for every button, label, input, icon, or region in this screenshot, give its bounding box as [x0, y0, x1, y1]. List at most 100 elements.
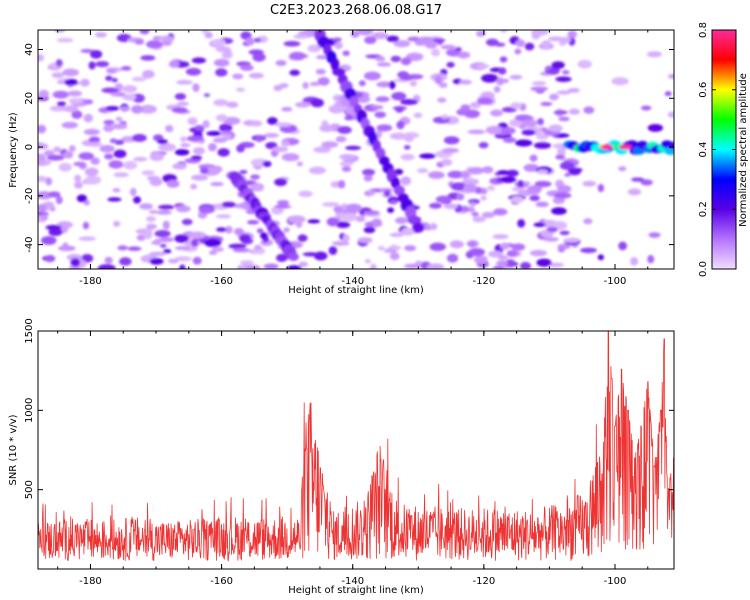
heatmap-cell [84, 167, 99, 177]
heatmap-cell [302, 82, 309, 90]
heatmap-cell [467, 241, 477, 248]
streak-cell [288, 252, 299, 261]
heatmap-cell [223, 116, 241, 125]
heatmap-cell [376, 62, 392, 67]
heatmap-cell [344, 115, 354, 121]
heatmap-cell [611, 77, 629, 86]
spectrogram-x-tick-label: -180 [79, 276, 102, 287]
snr-x-tick-label: -120 [473, 576, 496, 587]
streak-cell [393, 185, 405, 196]
heatmap-cell [217, 148, 230, 157]
heatmap-cell [363, 226, 376, 234]
heatmap-cell [424, 40, 438, 49]
heatmap-cell [357, 237, 373, 244]
heatmap-cell [531, 81, 547, 86]
streak-cell [412, 222, 425, 233]
heatmap-cell [487, 185, 496, 191]
heatmap-cell [437, 97, 447, 103]
heatmap-cell [172, 163, 187, 170]
heatmap-cell [499, 56, 508, 63]
heatmap-cell [556, 90, 571, 95]
colorbar: 0.0 0.2 0.4 0.6 0.8 Normalized spectral ampl… [698, 22, 749, 277]
heatmap-cell [210, 182, 224, 187]
heatmap-cell [564, 172, 571, 177]
heatmap-cell [113, 149, 127, 159]
heatmap-cell [315, 55, 330, 60]
heatmap-cell [307, 219, 321, 224]
heatmap-cell [529, 249, 547, 257]
heatmap-cell [403, 145, 411, 150]
heatmap-cell [477, 97, 493, 105]
heatmap-cell [289, 69, 301, 76]
heatmap-cell [370, 105, 384, 110]
heatmap-cell [434, 75, 443, 85]
heatmap-cell [99, 145, 115, 153]
spectrogram-frame [37, 29, 675, 270]
heatmap-cell [83, 99, 94, 105]
heatmap-cell [167, 258, 179, 264]
heatmap-cell [46, 154, 65, 161]
heatmap-cell [297, 234, 308, 242]
heatmap-cell [279, 83, 289, 89]
heatmap-cell [149, 258, 164, 265]
heatmap-cell [134, 39, 145, 45]
heatmap-cell [163, 249, 172, 254]
spectrogram-x-tick-label: -140 [341, 276, 364, 287]
spectrogram-heatmap [38, 30, 674, 269]
heatmap-cell [208, 143, 217, 152]
heatmap-cell [89, 142, 103, 147]
heatmap-cell [236, 87, 245, 92]
heatmap-cell [561, 70, 570, 75]
colorbar-ticks: 0.0 0.2 0.4 0.6 0.8 [698, 22, 736, 277]
heatmap-cell [80, 48, 95, 53]
heatmap-cell [557, 147, 566, 156]
heatmap-cell [409, 80, 418, 87]
heatmap-cell [129, 187, 137, 197]
heatmap-cell [389, 80, 396, 90]
heatmap-cell [559, 230, 570, 236]
heatmap-cell [497, 170, 510, 176]
heatmap-cell [63, 151, 74, 159]
heatmap-cell [192, 83, 200, 93]
heatmap-cell [51, 72, 64, 79]
heatmap-cell [309, 81, 321, 87]
heatmap-cell [310, 98, 324, 108]
heatmap-cell [190, 183, 198, 190]
heatmap-cell [555, 76, 572, 82]
signal-cell [668, 141, 674, 150]
heatmap-cell [298, 190, 313, 198]
spectrogram-y-tick-label: -20 [24, 188, 35, 204]
heatmap-cell [132, 134, 147, 142]
heatmap-cell [553, 110, 568, 115]
signal-peak [620, 144, 633, 150]
heatmap-cell [363, 174, 373, 182]
heatmap-cell [537, 118, 544, 126]
heatmap-cell [503, 137, 517, 143]
heatmap-cell [293, 34, 308, 39]
heatmap-cell [267, 117, 278, 125]
heatmap-cell [90, 157, 100, 165]
heatmap-cell [78, 152, 94, 161]
heatmap-cell [161, 40, 172, 46]
heatmap-cell [74, 181, 83, 189]
heatmap-cell [248, 72, 264, 79]
heatmap-cell [76, 194, 88, 203]
heatmap-cell [370, 263, 377, 269]
heatmap-cell [413, 112, 423, 119]
heatmap-cell [506, 250, 518, 257]
spectrogram-x-tick-label: -160 [210, 276, 233, 287]
heatmap-cell [441, 114, 449, 120]
heatmap-cell [630, 257, 639, 266]
heatmap-cell [553, 192, 572, 199]
heatmap-cell [190, 238, 199, 247]
snr-y-tick-label: 1000 [24, 398, 35, 423]
heatmap-cell [83, 128, 100, 136]
heatmap-cell [515, 39, 526, 48]
heatmap-cell [307, 44, 321, 53]
heatmap-cell [583, 218, 593, 225]
heatmap-cell [55, 195, 63, 205]
heatmap-cell [146, 40, 163, 49]
heatmap-cell [640, 105, 652, 111]
heatmap-cell [254, 244, 262, 251]
heatmap-cell [524, 42, 535, 51]
